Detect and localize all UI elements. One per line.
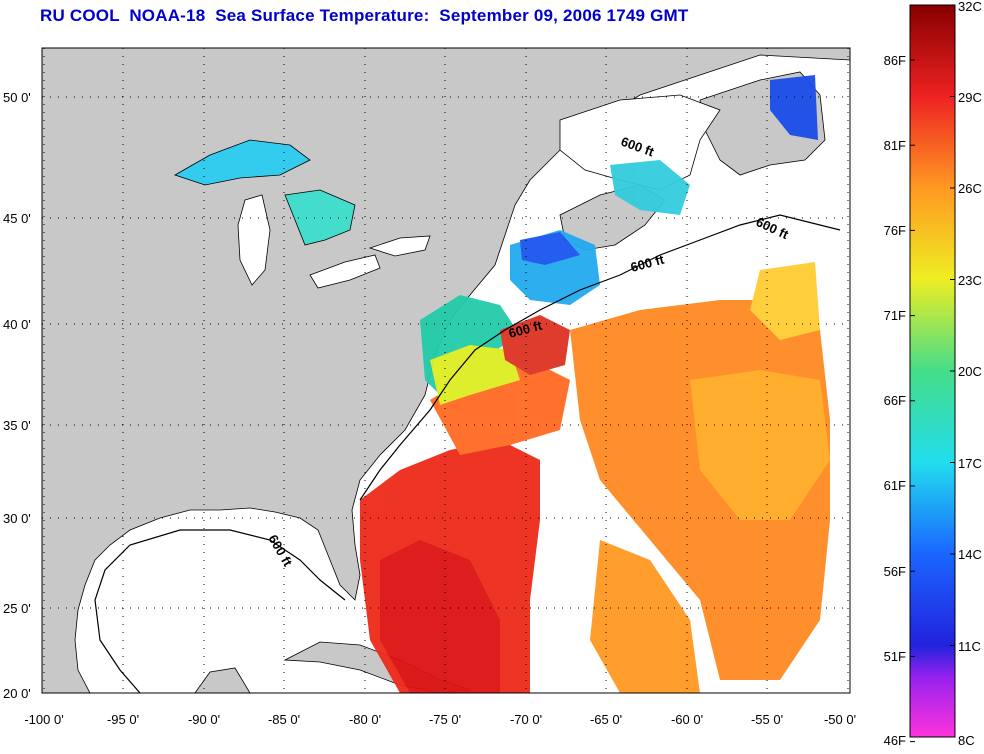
c-label-32: 32C — [958, 0, 982, 14]
map-title: RU COOL NOAA-18 Sea Surface Temperature:… — [40, 6, 689, 25]
lat-label-25: 25 0' — [3, 601, 31, 616]
lon-label-50: -50 0' — [824, 712, 856, 727]
lon-label-80: -80 0' — [349, 712, 381, 727]
isobath-600ft — [359, 214, 841, 501]
lon-label-65: -65 0' — [590, 712, 622, 727]
lake-erie — [309, 254, 381, 289]
f-label-46: 46F — [884, 733, 906, 748]
lat-label-40: 40 0' — [3, 317, 31, 332]
lon-label-100: -100 0' — [24, 712, 63, 727]
latitude-axis: 50 0' 45 0' 40 0' 35 0' 30 0' 25 0' 20 0… — [3, 90, 31, 701]
f-label-86: 86F — [884, 53, 906, 68]
c-label-26: 26C — [958, 181, 982, 196]
lon-label-55: -55 0' — [751, 712, 783, 727]
lat-label-30: 30 0' — [3, 511, 31, 526]
temperature-colorbar: 32C 29C 26C 23C 20C 17C 14C 11C 8C 86F 8… — [884, 0, 982, 748]
f-label-51: 51F — [884, 649, 906, 664]
longitude-axis: -100 0' -95 0' -90 0' -85 0' -80 0' -75 … — [24, 712, 856, 727]
gulf-st-lawrence — [559, 94, 721, 191]
lake-superior — [174, 139, 311, 186]
f-label-66: 66F — [884, 393, 906, 408]
lake-michigan — [237, 194, 271, 286]
c-label-17: 17C — [958, 456, 982, 471]
lon-label-70: -70 0' — [510, 712, 542, 727]
lake-ontario — [368, 235, 431, 257]
c-label-8: 8C — [958, 733, 975, 748]
lat-label-20: 20 0' — [3, 686, 31, 701]
lon-label-60: -60 0' — [671, 712, 703, 727]
sst-overlay — [360, 75, 830, 693]
c-label-20: 20C — [958, 364, 982, 379]
lat-label-45: 45 0' — [3, 211, 31, 226]
map-frame — [41, 47, 851, 694]
colorbar-celsius-labels: 32C 29C 26C 23C 20C 17C 14C 11C 8C — [958, 0, 982, 748]
lon-label-95: -95 0' — [107, 712, 139, 727]
c-label-14: 14C — [958, 547, 982, 562]
f-label-81: 81F — [884, 138, 906, 153]
lake-huron — [284, 189, 356, 246]
isobath-600ft-gulf — [94, 529, 346, 693]
colorbar-fahrenheit-labels: 86F 81F 76F 71F 66F 61F 56F 51F 46F — [884, 53, 906, 748]
lat-label-35: 35 0' — [3, 418, 31, 433]
lon-label-75: -75 0' — [429, 712, 461, 727]
land-yucatan — [194, 667, 251, 693]
c-label-23: 23C — [958, 273, 982, 288]
c-label-11: 11C — [958, 639, 981, 654]
c-label-29: 29C — [958, 90, 982, 105]
lon-label-90: -90 0' — [188, 712, 220, 727]
colorbar-gradient — [909, 4, 956, 738]
lon-label-85: -85 0' — [268, 712, 300, 727]
lat-label-50: 50 0' — [3, 90, 31, 105]
f-label-71: 71F — [884, 308, 906, 323]
f-label-76: 76F — [884, 223, 906, 238]
f-label-61: 61F — [884, 478, 906, 493]
f-label-56: 56F — [884, 564, 906, 579]
